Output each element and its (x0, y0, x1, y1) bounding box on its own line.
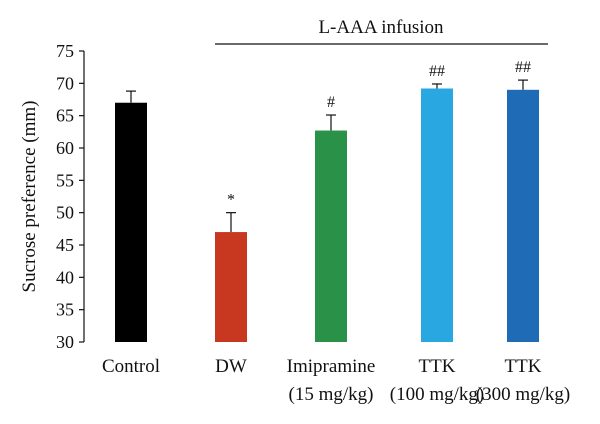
y-axis: 30 35 40 45 50 55 60 65 70 75 (56, 41, 85, 352)
x-axis-labels: Control DW Imipramine (15 mg/kg) TTK (100 mg/… (102, 356, 570, 405)
bar (315, 130, 347, 342)
y-tick-label: 40 (56, 267, 74, 287)
y-tick-label: 35 (56, 300, 74, 320)
x-tick-label-sub: (300 mg/kg) (476, 384, 570, 405)
y-tick-label: 45 (56, 235, 74, 255)
x-tick-label: Control (102, 356, 160, 377)
bar (507, 89, 539, 342)
y-tick-label: 65 (56, 106, 74, 126)
y-tick-label: 60 (56, 138, 74, 158)
y-axis-label: Sucrose preference (mm) (19, 100, 40, 292)
bar (215, 232, 247, 342)
x-tick-label: TTK (505, 356, 542, 377)
bars: *### ## (115, 59, 539, 342)
x-tick-label: Imipramine (287, 356, 376, 377)
y-tick-label: 30 (56, 332, 74, 352)
infusion-bracket: L-AAA infusion (215, 17, 548, 45)
significance-mark: ## (429, 63, 445, 80)
bracket-label: L-AAA infusion (318, 17, 444, 38)
y-tick-label: 75 (56, 41, 74, 61)
bar (115, 102, 147, 342)
significance-mark: # (327, 94, 335, 111)
x-tick-label-sub: (15 mg/kg) (289, 384, 374, 405)
significance-mark: * (227, 192, 235, 209)
significance-mark: ## (515, 59, 531, 76)
x-tick-label: TTK (419, 356, 456, 377)
y-tick-label: 55 (56, 170, 74, 190)
bar (421, 88, 453, 342)
y-tick-label: 70 (56, 73, 74, 93)
x-tick-label-sub: (100 mg/kg) (390, 384, 484, 405)
x-tick-label: DW (215, 356, 247, 377)
y-tick-label: 50 (56, 203, 74, 223)
